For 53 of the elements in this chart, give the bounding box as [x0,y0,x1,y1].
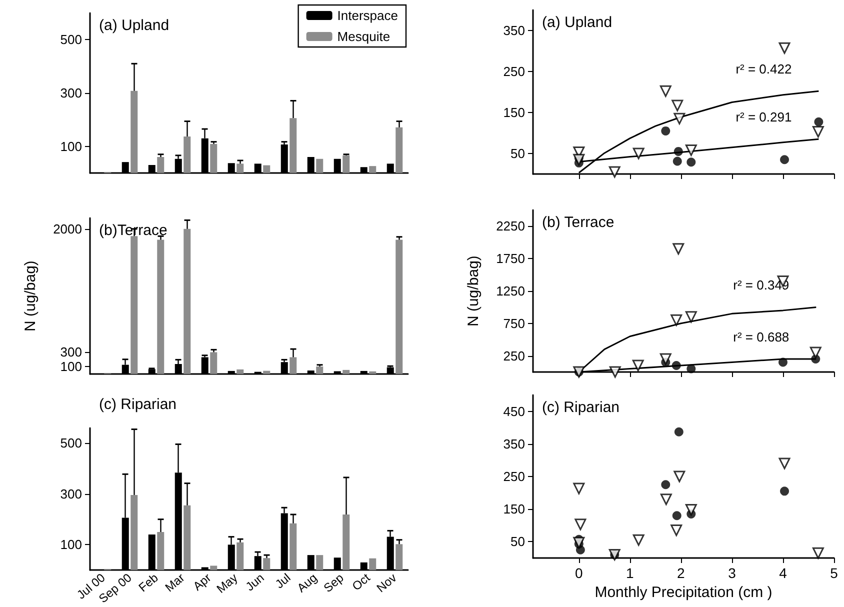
chart-title: (b) Terrace [542,214,614,231]
y-tick-label: 500 [60,32,82,48]
x-tick-label: Apr [190,570,214,594]
y-tick-label: 100 [60,359,82,374]
y-axis-title: N (ug/bag) [465,256,482,326]
y-tick-label: 2000 [53,221,82,236]
x-tick-label: Sep [320,570,346,596]
x-tick-label: Oct [349,570,374,594]
x-tick-label: 3 [728,565,736,581]
x-tick-label: Mar [162,570,188,595]
y-tick-label: 300 [60,486,82,502]
y-tick-label: 250 [503,469,525,484]
x-tick-label: Aug [294,570,320,596]
y-tick-label: 50 [510,146,525,161]
annotation: r² = 0.349 [733,278,790,293]
chart-title: (a) Upland [542,14,612,31]
x-tick-label: May [214,570,240,596]
y-tick-label: 100 [60,537,82,552]
y-tick-label: 350 [503,436,525,452]
x-tick-label: Nov [374,570,400,596]
annotation: r² = 0.688 [733,330,790,345]
y-tick-label: 1250 [496,284,525,298]
x-axis-title: Monthly Precipitation (cm ) [594,584,772,601]
x-tick-label: 2 [677,565,686,581]
y-tick-label: 750 [503,316,525,331]
y-tick-label: 50 [510,534,525,550]
x-tick-label: Jul [272,570,294,592]
y-tick-label: 450 [503,404,525,419]
legend-label: Interspace [337,8,398,23]
x-tick-label: Jun [242,570,267,594]
y-tick-label: 250 [503,64,525,79]
y-tick-label: 300 [60,86,82,100]
chart-title: (c) Riparian [542,399,620,416]
y-tick-label: 500 [60,436,82,451]
legend-label: Mesquite [337,29,390,44]
x-tick-label: Feb [136,570,161,595]
y-tick-label: 1750 [496,251,525,266]
annotation: r² = 0.422 [736,62,792,77]
x-tick-label: 4 [779,565,788,581]
y-tick-label: 150 [503,105,525,120]
y-tick-label: 250 [503,348,525,364]
y-tick-label: 350 [503,23,525,38]
x-tick-label: 0 [575,565,584,581]
y-tick-label: 150 [503,502,525,517]
y-axis-title: N (ug/bag) [22,260,39,332]
y-tick-label: 2250 [496,218,525,234]
y-tick-label: 300 [60,344,82,360]
chart-title: (a) Upland [99,17,170,34]
chart-title: (c) Riparian [99,396,177,413]
annotation: r² = 0.291 [736,110,792,125]
y-tick-label: 100 [60,138,82,154]
x-tick-label: 5 [830,565,838,581]
x-tick-label: 1 [626,565,634,581]
